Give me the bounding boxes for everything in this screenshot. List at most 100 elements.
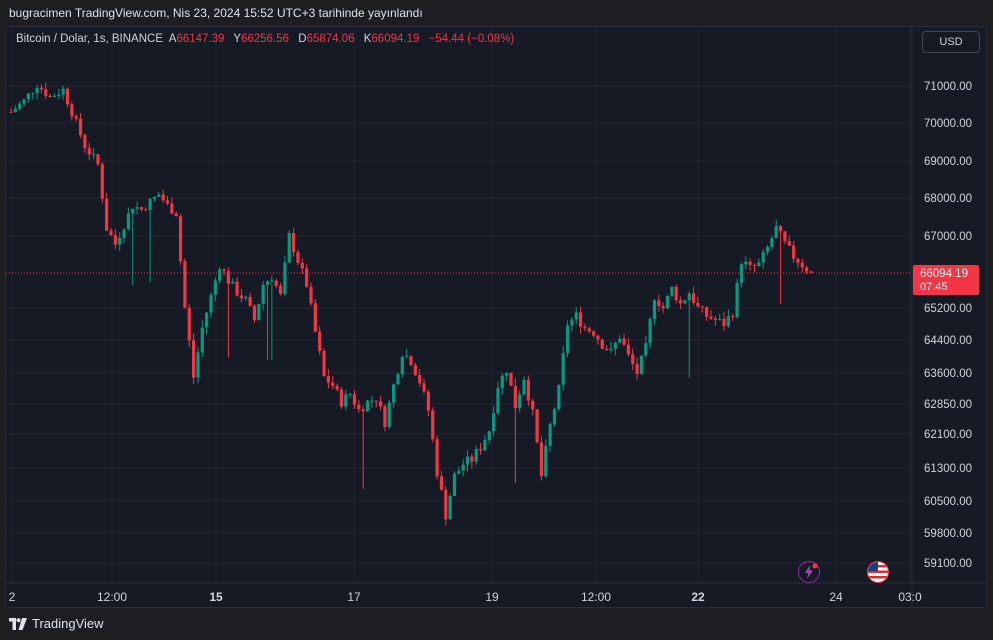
candle-body <box>370 400 374 402</box>
candle-body <box>31 92 35 94</box>
candle <box>296 249 300 266</box>
candle-body <box>87 148 91 155</box>
candle-body <box>805 267 809 272</box>
candle-body <box>548 424 552 446</box>
candle <box>548 422 552 452</box>
candle <box>144 207 148 212</box>
candle <box>61 86 65 100</box>
candle-body <box>70 104 74 117</box>
candle-body <box>383 406 387 427</box>
x-tick-label: 15 <box>209 590 223 604</box>
candle <box>526 375 530 406</box>
candle-body <box>600 339 604 349</box>
candle <box>600 338 604 350</box>
candle <box>492 406 496 436</box>
candle-body <box>213 280 217 295</box>
last-price-label: 66094.19 <box>920 268 968 280</box>
candle <box>22 98 26 107</box>
candle-body <box>731 316 735 318</box>
candle-body <box>513 385 517 409</box>
candle-body <box>535 409 539 443</box>
currency-button[interactable]: USD <box>922 31 980 53</box>
candle <box>283 255 287 297</box>
candle-body <box>783 231 787 242</box>
candle <box>700 305 704 314</box>
candle <box>561 345 565 391</box>
candle-body <box>570 319 574 326</box>
candle-body <box>565 325 570 353</box>
candle <box>309 282 313 306</box>
candle <box>522 376 526 396</box>
candle-body <box>652 300 657 320</box>
candle <box>113 229 117 249</box>
candle-body <box>670 286 674 296</box>
candle-body <box>696 302 700 307</box>
chart-panel[interactable]: 66094.19 07:45 71000.00 70000.00 69000.00 68… <box>5 26 987 608</box>
x-tick-label: 2 <box>9 590 16 604</box>
lightning-icon[interactable] <box>798 561 820 583</box>
candle-body <box>465 456 470 465</box>
y-tick-label: 67000.00 <box>924 231 972 243</box>
candle-body <box>248 296 252 306</box>
candle <box>509 372 513 386</box>
candle <box>205 312 209 335</box>
candle-body <box>378 401 383 407</box>
last-price-tag <box>913 265 979 295</box>
candle-body <box>518 394 522 409</box>
candles <box>9 82 813 526</box>
candle <box>631 348 635 371</box>
candle-body <box>9 111 13 113</box>
candle-body <box>413 365 417 376</box>
candle-body <box>135 207 139 209</box>
candle <box>100 161 104 204</box>
candle <box>696 296 700 308</box>
candle <box>92 148 96 160</box>
candle <box>513 378 517 483</box>
candle <box>587 326 591 334</box>
candle-body <box>648 319 652 344</box>
candle-body <box>626 344 630 355</box>
candle-body <box>796 258 800 263</box>
candle-body <box>561 352 565 385</box>
candle-body <box>405 356 409 358</box>
candle <box>544 438 548 478</box>
candle <box>531 398 535 416</box>
y-tick-label: 61300.00 <box>924 463 972 475</box>
us-flag-icon[interactable] <box>867 561 889 583</box>
candle-body <box>113 235 117 245</box>
candle <box>244 295 248 301</box>
candle <box>57 88 61 100</box>
candle-body <box>65 88 70 105</box>
candle-body <box>739 264 744 283</box>
symbol-label[interactable]: Bitcoin / Dolar, 1s, BINANCE <box>16 33 163 45</box>
tradingview-logo[interactable]: TradingView <box>9 616 104 631</box>
candle-body <box>126 213 130 230</box>
candle <box>161 189 165 203</box>
candle-body <box>78 118 83 136</box>
candle-body <box>48 95 52 97</box>
y-tick-label: 70000.00 <box>924 118 972 130</box>
candle-body <box>687 293 691 301</box>
candle <box>339 386 344 410</box>
candle-body <box>487 431 491 440</box>
x-tick-label: 12:00 <box>97 590 127 604</box>
candle-body <box>700 306 704 308</box>
candle-body <box>331 382 335 386</box>
candle <box>174 211 178 217</box>
candle <box>439 471 444 492</box>
candle-body <box>683 300 687 304</box>
candle <box>457 466 461 474</box>
candle <box>792 240 796 263</box>
candle <box>505 372 509 382</box>
candle-body <box>778 226 783 232</box>
candle <box>187 304 191 348</box>
candle <box>374 400 378 408</box>
candle-body <box>157 194 161 197</box>
candle <box>387 399 391 430</box>
candle <box>474 445 478 465</box>
candle <box>200 320 204 358</box>
candle-body <box>205 312 209 328</box>
candle <box>370 395 374 408</box>
candle <box>570 317 574 332</box>
